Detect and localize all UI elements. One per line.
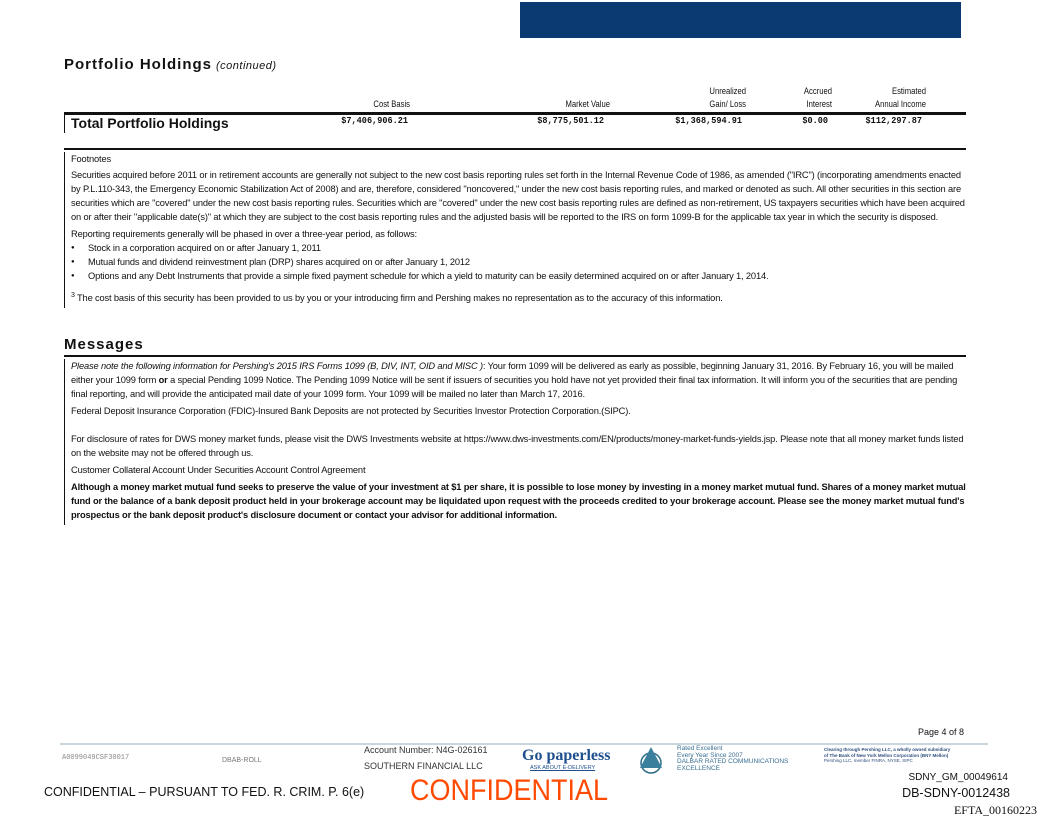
footnote-paragraph: Securities acquired before 2011 or in re… [71,170,965,222]
col-accrued: Accrued [803,86,832,96]
footnote-paragraph: Reporting requirements generally will be… [71,229,417,239]
messages-section: Please note the following information fo… [64,359,966,525]
totals-label: Total Portfolio Holdings [64,113,229,133]
footnote-note: 3 The cost basis of this security has be… [71,289,966,305]
title-text: Portfolio Holdings [64,56,212,73]
bates-number-2: DB-SDNY-0012438 [902,786,1010,800]
message-fdic: Federal Deposit Insurance Corporation (F… [71,406,631,416]
col-unrealized: Unrealized [709,86,746,96]
message-italic: Please note the following information fo… [71,361,483,371]
footer-divider [60,743,988,745]
col-gain-loss: Gain/ Loss [709,99,746,109]
dalbar-line: EXCELLENCE [677,764,720,772]
message-collateral: Customer Collateral Account Under Securi… [71,465,366,475]
message-text: : Your form 1099 will be delivered as ea… [71,361,954,385]
note-text: The cost basis of this security has been… [77,293,723,304]
confidential-stamp: CONFIDENTIAL [410,774,609,807]
col-cost-basis: Cost Basis [373,99,410,109]
go-paperless-logo: Go paperless [522,747,611,764]
clearing-line: Pershing LLC, member FINRA, NYSE, SIPC [824,758,913,763]
footnotes-section: Footnotes Securities acquired before 201… [64,152,966,309]
title-suffix: (continued) [215,60,277,72]
message-1099: Please note the following information fo… [71,359,966,401]
col-interest: Interest [806,99,832,109]
totals-divider [64,112,966,115]
messages-title: Messages [64,336,144,353]
total-cost-basis: $7,406,906.21 [341,115,408,126]
col-market-value: Market Value [565,99,610,109]
message-money-market: Although a money market mutual fund seek… [71,482,966,520]
dalbar-line: DALBAR RATED COMMUNICATIONS [677,758,789,765]
document-code: A0099049CSF30017 [62,754,130,762]
page-title: Portfolio Holdings (continued) [64,56,277,73]
note-mark: 3 [71,292,75,299]
message-dws: For disclosure of rates for DWS money ma… [71,434,964,458]
clearing-line: of The Bank of New York Mellon Corporati… [824,752,949,758]
message-bold: or [158,375,168,385]
dalbar-text: Rated Excellent Every Year Since 2007 DA… [677,745,789,772]
total-annual-income: $112,297.87 [865,115,922,126]
clearing-line: Clearing through Pershing LLC, a wholly … [824,747,951,752]
clearing-text: Clearing through Pershing LLC, a wholly … [824,747,950,764]
edelivery-link[interactable]: ASK ABOUT E-DELIVERY [530,765,596,771]
account-name: SOUTHERN FINANCIAL LLC [364,761,483,771]
header-banner [520,2,961,38]
roll-code: DBAB-ROLL [222,757,262,764]
dalbar-line: Rated Excellent [677,745,723,752]
col-estimated: Estimated [891,86,926,96]
list-item: Stock in a corporation acquired on or af… [71,241,966,255]
total-market-value: $8,775,501.12 [537,115,604,126]
footnote-list: Stock in a corporation acquired on or af… [71,241,966,283]
footnotes-divider [64,148,966,150]
dalbar-seal-icon [632,746,670,774]
page-number: Page 4 of 8 [917,727,964,737]
messages-divider [64,355,966,357]
total-accrued-interest: $0.00 [802,115,828,126]
total-gain-loss: $1,368,594.91 [675,115,742,126]
dalbar-line: Every Year Since 2007 [677,751,743,759]
col-annual-income: Annual Income [874,99,926,109]
footnotes-title: Footnotes [71,154,111,164]
confidential-notice: CONFIDENTIAL – PURSUANT TO FED. R. CRIM.… [44,785,365,799]
list-item: Mutual funds and dividend reinvestment p… [71,255,966,269]
list-item: Options and any Debt Instruments that pr… [71,269,966,283]
account-number: Account Number: N4G-026161 [364,745,488,755]
bates-number-1: SDNY_GM_00049614 [908,772,1008,783]
efta-number: EFTA_00160223 [953,803,1037,817]
message-text: a special Pending 1099 Notice. The Pendi… [71,375,958,399]
